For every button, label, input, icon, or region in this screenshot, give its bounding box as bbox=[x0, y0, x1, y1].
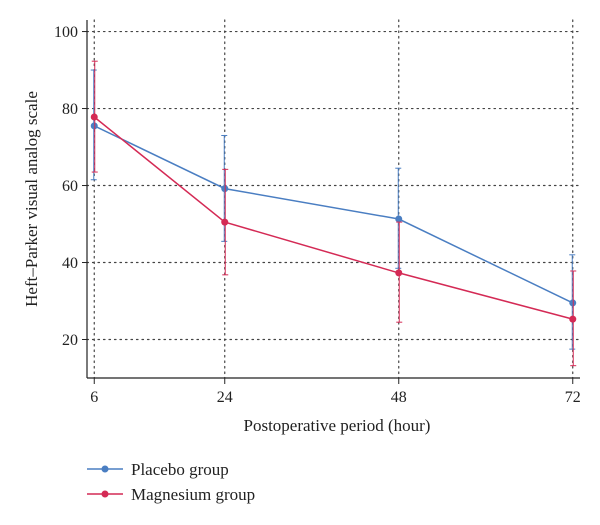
y-axis-ticks: 20 40 60 80 100 bbox=[54, 24, 87, 349]
legend-marker-1 bbox=[101, 490, 109, 498]
series-1 bbox=[90, 60, 577, 367]
x-tick-label-6: 6 bbox=[90, 389, 98, 406]
axes bbox=[86, 20, 580, 379]
legend-label-1: Magnesium group bbox=[131, 485, 255, 504]
x-axis-ticks: 6 24 48 72 bbox=[90, 378, 581, 406]
data-point-1-0 bbox=[90, 113, 98, 121]
y-tick-label-60: 60 bbox=[62, 178, 78, 195]
x-tick-label-24: 24 bbox=[217, 389, 233, 406]
series-line-1 bbox=[93, 116, 573, 320]
legend: Placebo group Magnesium group bbox=[87, 460, 255, 504]
y-tick-label-80: 80 bbox=[62, 101, 78, 118]
legend-label-0: Placebo group bbox=[131, 460, 229, 479]
y-axis-label: Heft–Parker visual analog scale bbox=[22, 91, 41, 307]
data-point-1-2 bbox=[395, 269, 403, 277]
data-point-1-3 bbox=[569, 315, 577, 323]
series-layer bbox=[90, 60, 577, 367]
y-tick-label-20: 20 bbox=[62, 332, 78, 349]
x-axis-label: Postoperative period (hour) bbox=[244, 416, 431, 435]
grid-lines bbox=[86, 19, 581, 379]
legend-marker-0 bbox=[101, 465, 109, 473]
series-0 bbox=[90, 69, 577, 350]
y-tick-label-100: 100 bbox=[54, 24, 78, 41]
x-tick-label-72: 72 bbox=[565, 389, 581, 406]
data-point-0-2 bbox=[395, 215, 403, 223]
y-tick-label-40: 40 bbox=[62, 255, 78, 272]
series-line-0 bbox=[93, 125, 574, 304]
x-tick-label-48: 48 bbox=[391, 389, 407, 406]
data-point-1-1 bbox=[221, 218, 229, 226]
